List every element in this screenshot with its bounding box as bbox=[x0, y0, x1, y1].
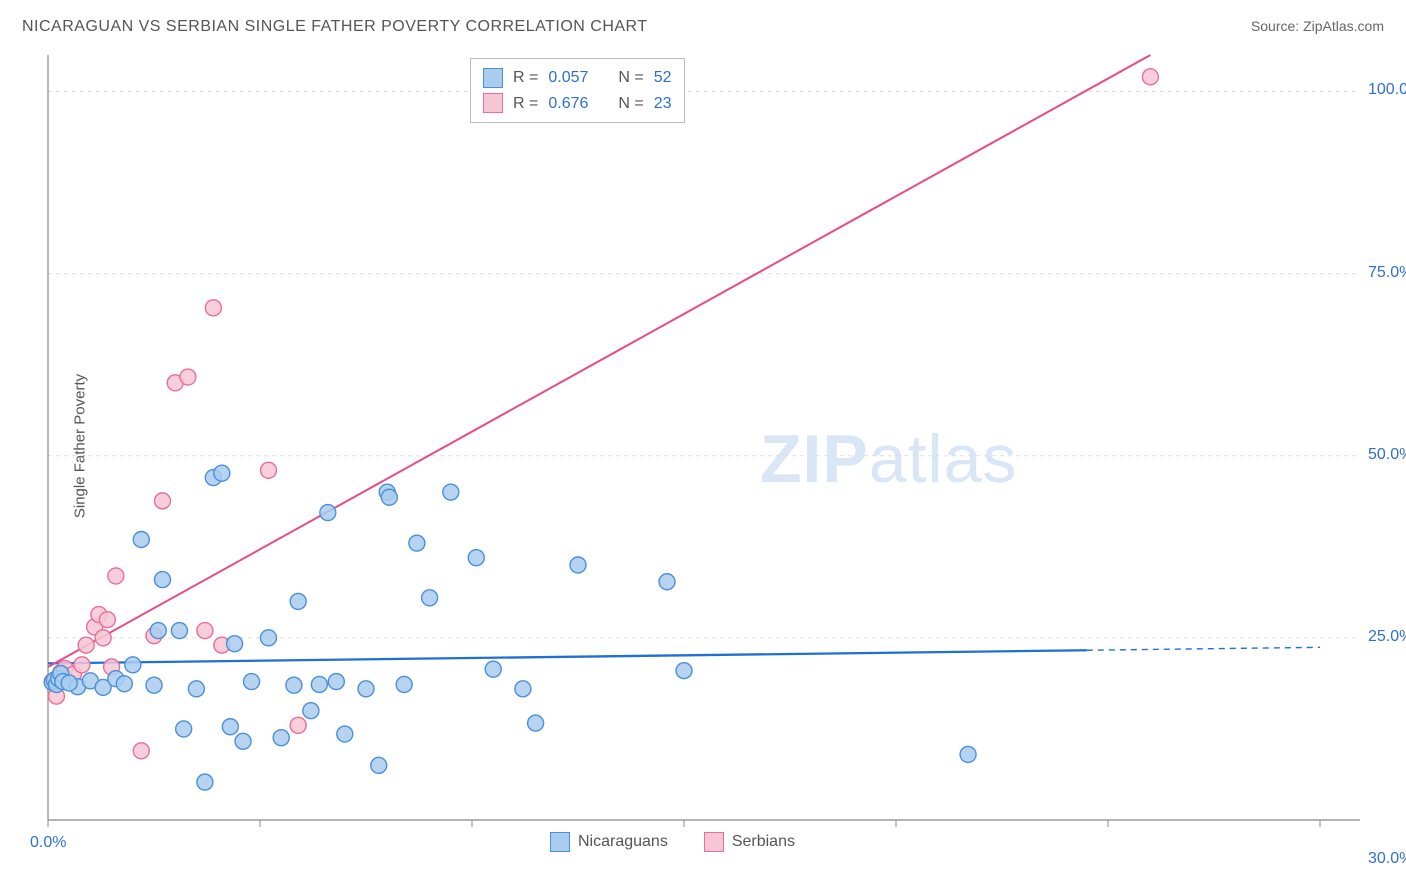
y-tick-label: 100.0% bbox=[1368, 81, 1406, 99]
swatch-series1-bottom bbox=[550, 832, 570, 852]
chart-wrapper: NICARAGUAN VS SERBIAN SINGLE FATHER POVE… bbox=[0, 0, 1406, 892]
legend-item-series1: Nicaraguans bbox=[550, 832, 668, 852]
legend-label-series1: Nicaraguans bbox=[578, 833, 668, 851]
stats-row-series1: R = 0.057 N = 52 bbox=[483, 65, 672, 91]
n-value-2: 23 bbox=[654, 91, 672, 117]
x-tick-label: 30.0% bbox=[1368, 850, 1406, 868]
y-tick-label: 50.0% bbox=[1368, 446, 1406, 464]
swatch-series2 bbox=[483, 93, 503, 113]
y-tick-label: 75.0% bbox=[1368, 264, 1406, 282]
n-label-1: N = bbox=[618, 65, 643, 91]
scatter-plot bbox=[0, 0, 1406, 892]
bottom-legend: Nicaraguans Serbians bbox=[550, 832, 795, 852]
n-label-2: N = bbox=[618, 91, 643, 117]
swatch-series1 bbox=[483, 68, 503, 88]
r-label-1: R = bbox=[513, 65, 538, 91]
stats-legend-box: R = 0.057 N = 52 R = 0.676 N = 23 bbox=[470, 58, 685, 123]
n-value-1: 52 bbox=[654, 65, 672, 91]
r-value-1: 0.057 bbox=[548, 65, 588, 91]
x-tick-label: 0.0% bbox=[30, 834, 66, 852]
y-tick-label: 25.0% bbox=[1368, 628, 1406, 646]
r-label-2: R = bbox=[513, 91, 538, 117]
legend-item-series2: Serbians bbox=[704, 832, 795, 852]
legend-label-series2: Serbians bbox=[732, 833, 795, 851]
r-value-2: 0.676 bbox=[548, 91, 588, 117]
stats-row-series2: R = 0.676 N = 23 bbox=[483, 91, 672, 117]
swatch-series2-bottom bbox=[704, 832, 724, 852]
